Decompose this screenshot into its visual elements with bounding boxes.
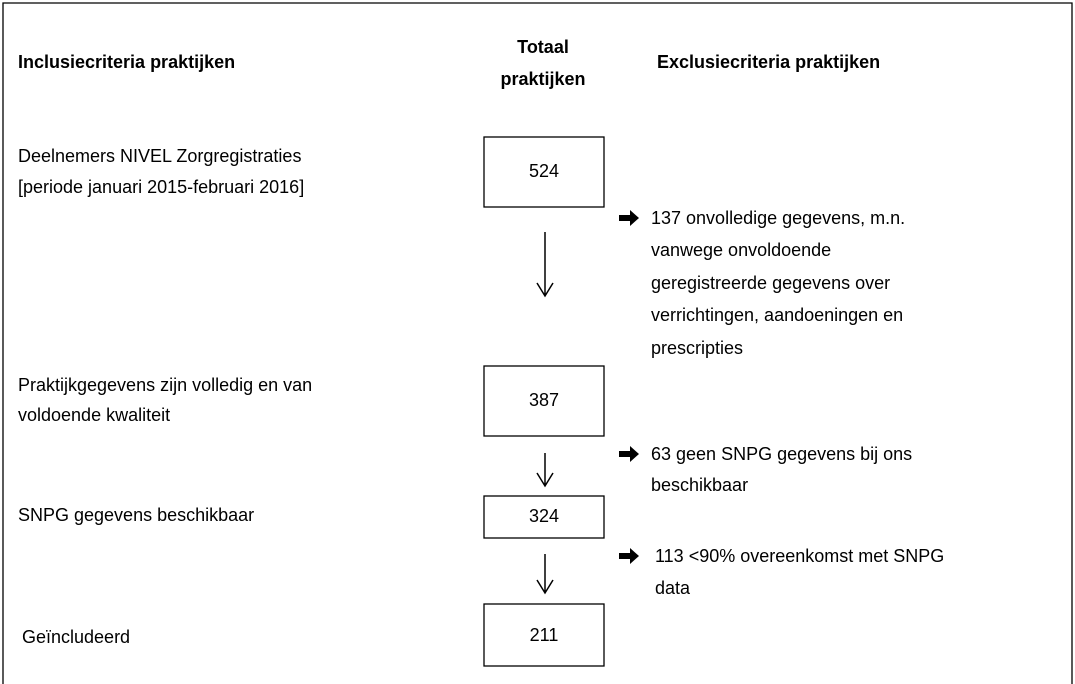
exclusion-text: data [655, 578, 691, 598]
exclusion-text: 137 onvolledige gegevens, m.n. [651, 208, 905, 228]
right-arrow [619, 210, 639, 226]
right-arrow [619, 446, 639, 462]
exclusion-text: beschikbaar [651, 475, 748, 495]
count-box [483, 495, 605, 539]
count: 524 [529, 161, 559, 181]
count-box [483, 136, 605, 208]
step-label: SNPG gegevens beschikbaar [18, 505, 254, 525]
header-inclusion: Inclusiecriteria praktijken [18, 52, 235, 72]
count-box [483, 603, 605, 667]
step-label: Geïncludeerd [22, 627, 130, 647]
exclusion-text: 63 geen SNPG gegevens bij ons [651, 444, 912, 464]
exclusion-text: geregistreerde gegevens over [651, 273, 890, 293]
exclusion-text: 113 <90% overeenkomst met SNPG [655, 546, 944, 566]
count: 387 [529, 390, 559, 410]
step-label: Deelnemers NIVEL Zorgregistraties [18, 146, 301, 166]
header-total: praktijken [500, 69, 585, 89]
down-arrow [536, 453, 554, 488]
step-label: Praktijkgegevens zijn volledig en van [18, 375, 312, 395]
exclusion-text: verrichtingen, aandoeningen en [651, 305, 903, 325]
count-box [483, 365, 605, 437]
exclusion-text: vanwege onvoldoende [651, 240, 831, 260]
count: 211 [530, 625, 559, 645]
right-arrow [619, 548, 639, 564]
header-exclusion: Exclusiecriteria praktijken [657, 52, 880, 72]
step-label: [periode januari 2015-februari 2016] [18, 177, 304, 197]
header-total: Totaal [517, 37, 569, 57]
step-label: voldoende kwaliteit [18, 405, 170, 425]
count: 324 [529, 506, 559, 526]
exclusion-text: prescripties [651, 338, 743, 358]
down-arrow [536, 554, 554, 595]
down-arrow [536, 232, 554, 298]
